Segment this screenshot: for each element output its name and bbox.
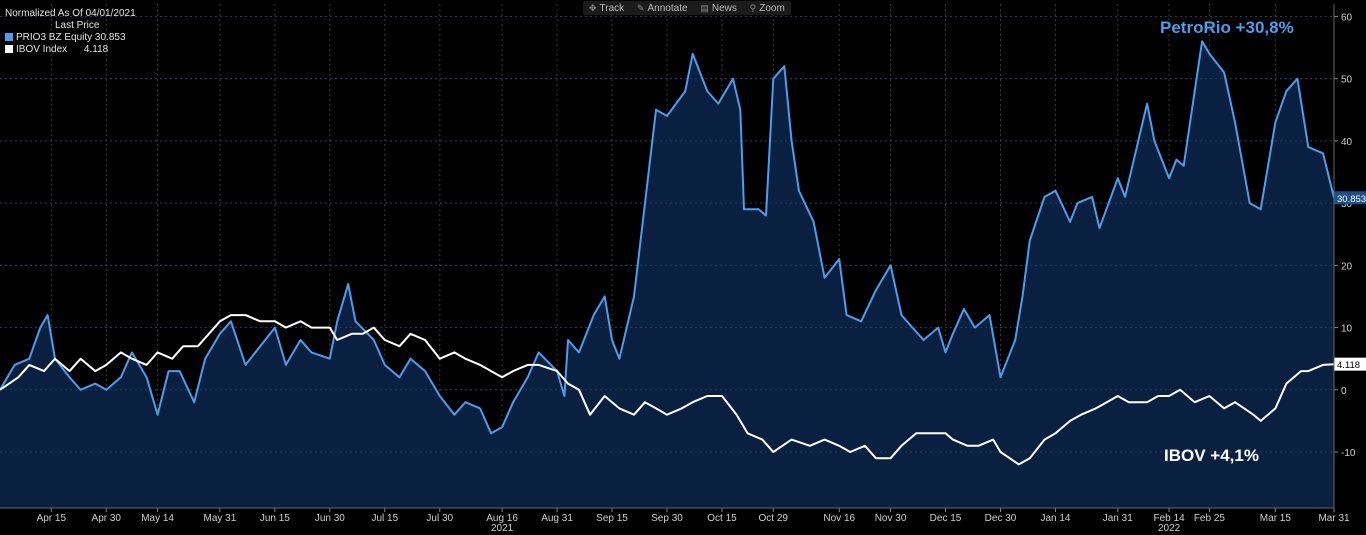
x-tick-label: Sep 15 (596, 513, 628, 524)
prio-last-tag-value: 30.853 (1337, 194, 1366, 205)
legend-title: Normalized As Of 04/01/2021 (5, 8, 136, 19)
legend-item-prio: PRIO3 BZ Equity 30.853 (5, 32, 136, 44)
prio-area (0, 15, 1334, 509)
x-tick-label: Apr 15 (37, 513, 67, 524)
zoom-button[interactable]: ⚲ Zoom (750, 3, 785, 14)
x-axis: Apr 15 Apr 30 May 14 May 31 Jun 15 Jun 30 Jul … (0, 507, 1350, 534)
x-tick-label: Nov 16 (823, 513, 855, 524)
x-tick-label: Jul 15 (371, 513, 398, 524)
crosshair-icon: ✥ (589, 3, 597, 13)
legend-item-ibov: IBOV Index 4.118 (5, 44, 136, 56)
legend-item-prio-name: PRIO3 BZ Equity (16, 32, 93, 43)
y-tick-label: 60 (1341, 12, 1353, 23)
ibov-last-tag-value: 4.118 (1337, 360, 1360, 371)
prio-last-tag: 30.853 (1334, 191, 1366, 205)
legend: Normalized As Of 04/01/2021 Last Price P… (5, 8, 136, 56)
news-icon: ▤ (700, 3, 709, 13)
series-lines (0, 40, 1335, 466)
y-tick-label: 0 (1341, 386, 1347, 397)
x-tick-label: May 14 (141, 513, 174, 524)
annotate-button[interactable]: ✎ Annotate (637, 3, 688, 14)
x-tick-label: Jan 14 (1040, 513, 1070, 524)
x-tick-label: Aug 16 (486, 513, 518, 524)
y-tick-label: 50 (1341, 75, 1353, 86)
y-tick-label: 30 (1341, 199, 1353, 210)
x-tick-label: Jun 15 (260, 513, 290, 524)
x-tick-label: Nov 30 (875, 513, 907, 524)
y-tick-label: -10 (1341, 448, 1356, 459)
x-tick-label: Feb 25 (1194, 513, 1226, 524)
ibov-series-line (0, 314, 1335, 466)
chart-toolbar: ✥ Track ✎ Annotate ▤ News ⚲ Zoom (583, 1, 791, 15)
y-tick-label: 10 (1341, 324, 1353, 335)
x-tick-label: Feb 14 (1154, 513, 1186, 524)
legend-subtitle: Last Price (55, 20, 100, 31)
ibov-last-tag-box (1334, 357, 1366, 371)
prio-last-tag-box (1334, 191, 1366, 205)
x-tick-label: Dec 30 (985, 513, 1017, 524)
news-label: News (711, 3, 737, 14)
legend-item-prio-value: 30.853 (94, 32, 126, 43)
news-button[interactable]: ▤ News (700, 3, 737, 14)
track-label: Track (599, 3, 625, 14)
y-tick-label: 20 (1341, 261, 1353, 272)
pencil-icon: ✎ (636, 3, 645, 13)
prio-series-line (0, 40, 1335, 435)
x-tick-label: Jul 30 (426, 513, 453, 524)
ibov-last-tag: 4.118 (1334, 357, 1366, 371)
x-tick-label: Mar 31 (1318, 513, 1350, 524)
x-tick-label: Jan 31 (1103, 513, 1133, 524)
x-tick-label: Mar 15 (1260, 513, 1292, 524)
prio-area-fill (0, 41, 1334, 509)
x-tick-label: Dec 15 (930, 513, 962, 524)
legend-swatch-prio (5, 33, 13, 41)
x-tick-label: Oct 29 (759, 513, 789, 524)
legend-swatch-ibov (5, 45, 13, 53)
x-tick-label: Aug 31 (541, 513, 573, 524)
y-axis: -10 0 10 20 30 40 50 60 30.853 4.118 (1333, 4, 1366, 508)
x-year-label: 2021 (491, 523, 514, 534)
track-button[interactable]: ✥ Track (589, 3, 624, 14)
magnifier-icon: ⚲ (749, 3, 757, 13)
x-year-label: 2022 (1158, 523, 1181, 534)
y-tick-label: 40 (1341, 137, 1353, 148)
x-tick-label: Apr 30 (92, 513, 122, 524)
x-tick-label: May 31 (203, 513, 236, 524)
zoom-label: Zoom (759, 3, 785, 14)
x-tick-label: Sep 30 (651, 513, 683, 524)
annotate-label: Annotate (647, 3, 688, 14)
legend-item-ibov-name: IBOV Index (16, 44, 68, 55)
x-tick-label: Oct 15 (707, 513, 737, 524)
ibov-annotation: IBOV +4,1% (1164, 446, 1259, 465)
x-tick-label: Jun 30 (315, 513, 345, 524)
prio-annotation: PetroRio +30,8% (1160, 18, 1294, 37)
legend-item-ibov-value: 4.118 (83, 44, 109, 55)
